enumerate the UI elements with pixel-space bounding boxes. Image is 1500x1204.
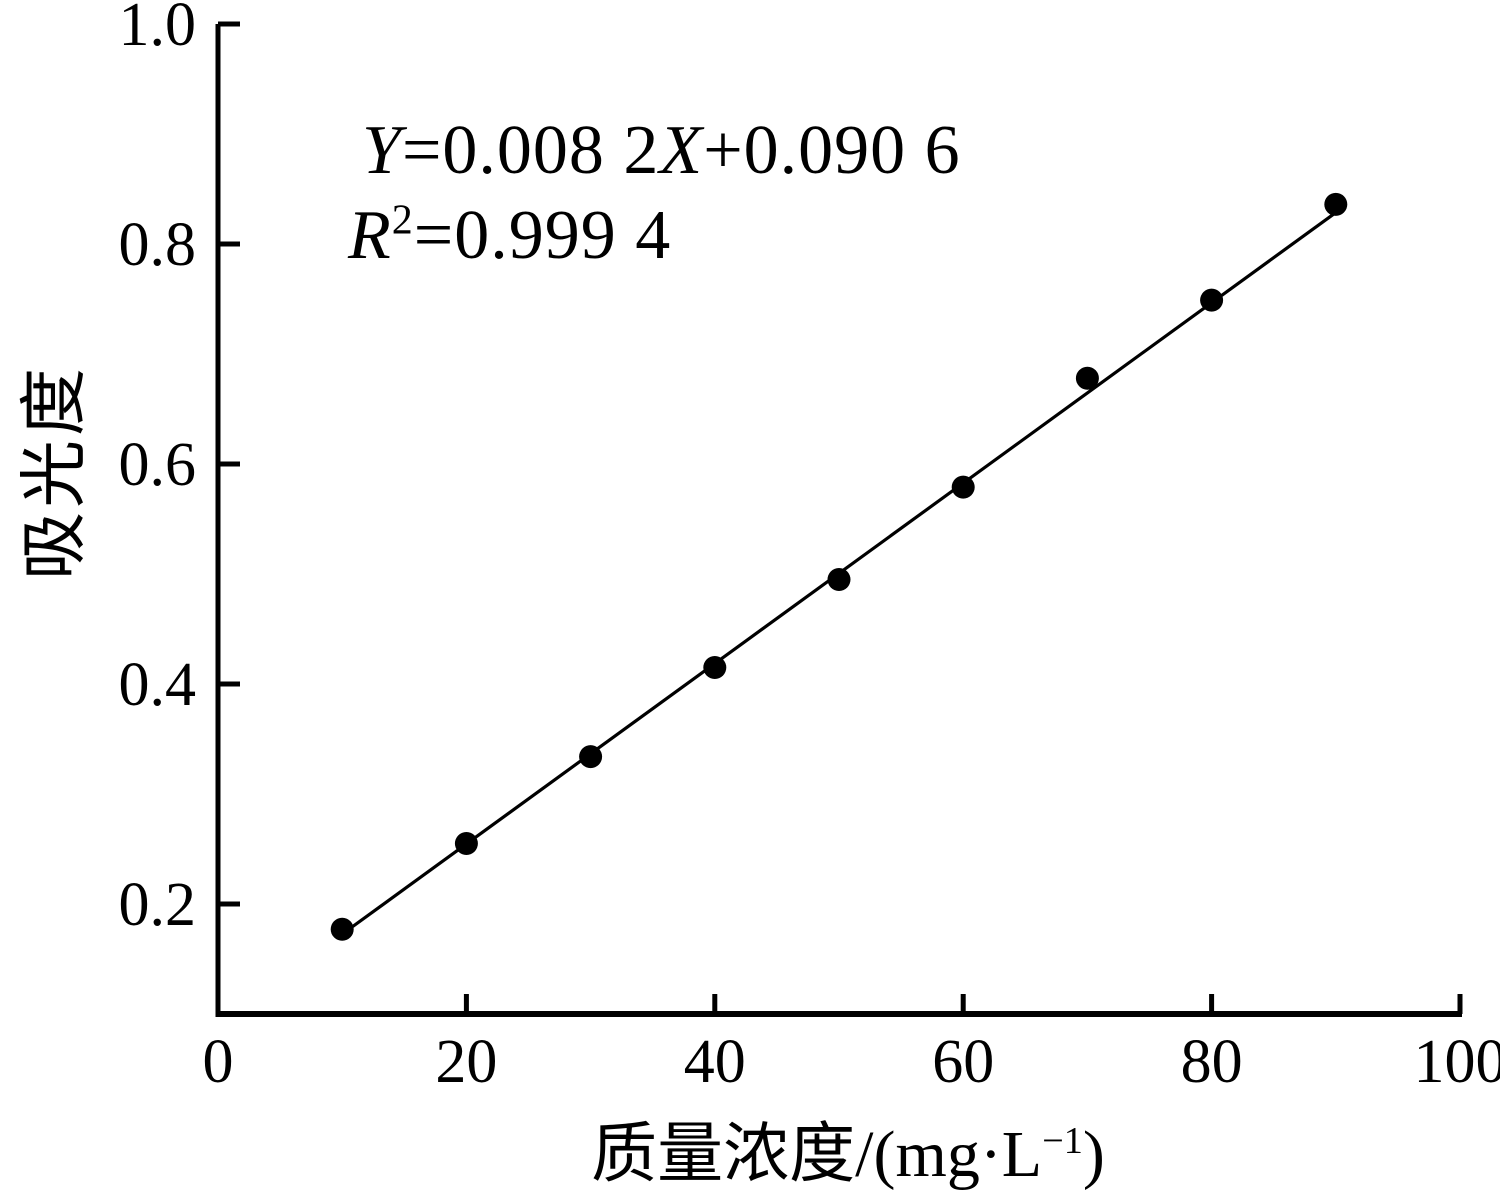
x-tick-label: 60 (932, 1028, 994, 1096)
equation-intercept-part: +0.090 6 (703, 112, 961, 189)
x-axis-title-exponent: −1 (1042, 1120, 1083, 1162)
data-point (827, 568, 851, 591)
r-squared-exponent: 2 (391, 197, 414, 244)
x-axis-title-unit-close: ) (1082, 1118, 1105, 1191)
y-tick-label: 0.6 (119, 431, 197, 499)
x-axis-title-unit: /(mg·L (855, 1118, 1043, 1191)
x-tick-label: 0 (203, 1028, 234, 1096)
r-squared-variable: R (348, 197, 392, 274)
x-tick-label: 80 (1181, 1028, 1243, 1096)
equation-y-variable: Y (362, 112, 402, 189)
data-point (1075, 366, 1099, 390)
data-point (1200, 288, 1224, 312)
data-point (703, 656, 727, 679)
x-axis-title-cjk: 质量浓度 (591, 1118, 856, 1191)
x-tick-label: 20 (435, 1028, 497, 1096)
data-point (951, 475, 975, 499)
data-point (1324, 192, 1348, 216)
data-point (330, 917, 354, 941)
y-tick-label: 0.2 (119, 871, 197, 939)
data-point (454, 832, 478, 855)
y-tick-label: 0.8 (119, 211, 197, 279)
fit-equation-line2: R2=0.999 4 (348, 193, 961, 278)
x-axis-title: 质量浓度/(mg·L−1) (591, 1100, 1105, 1196)
data-point (579, 745, 603, 769)
y-tick-label: 1.0 (119, 0, 197, 59)
y-axis-title: 吸光度 (16, 363, 93, 581)
x-tick-label: 100 (1414, 1028, 1500, 1096)
fit-equation-line1: Y=0.008 2X+0.090 6 (348, 108, 961, 193)
x-tick-label: 40 (684, 1028, 746, 1096)
equation-slope-part: =0.008 2 (401, 112, 660, 189)
fit-equation: Y=0.008 2X+0.090 6 R2=0.999 4 (348, 108, 961, 278)
equation-x-variable: X (659, 112, 704, 189)
r-squared-value: =0.999 4 (413, 197, 672, 274)
y-tick-label: 0.4 (119, 651, 197, 719)
